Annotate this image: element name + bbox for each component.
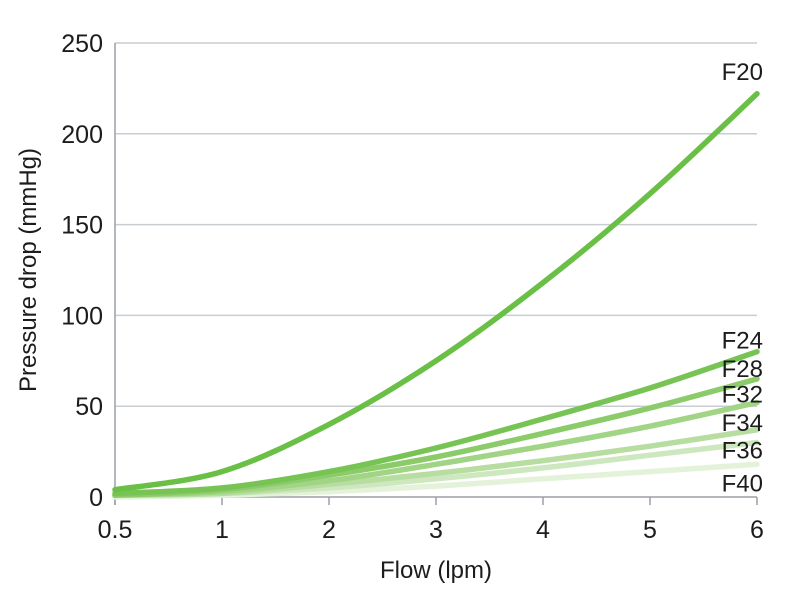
x-tick-label: 1 bbox=[215, 516, 229, 544]
series-label-F28: F28 bbox=[722, 356, 763, 383]
y-tick-label: 0 bbox=[89, 484, 103, 512]
x-tick-label: 3 bbox=[429, 516, 443, 544]
y-axis-title: Pressure drop (mmHg) bbox=[15, 148, 42, 392]
x-tick-label: 5 bbox=[643, 516, 657, 544]
x-axis-title: Flow (lpm) bbox=[380, 557, 492, 584]
y-tick-label: 50 bbox=[75, 393, 103, 421]
x-tick-label: 2 bbox=[322, 516, 336, 544]
y-tick-label: 100 bbox=[61, 302, 103, 330]
series-label-F36: F36 bbox=[722, 438, 763, 465]
series-label-F24: F24 bbox=[722, 328, 763, 355]
series-label-F32: F32 bbox=[722, 382, 763, 409]
x-tick-label: 0.5 bbox=[98, 516, 133, 544]
series-label-F40: F40 bbox=[722, 470, 763, 497]
series-label-F34: F34 bbox=[722, 410, 763, 437]
x-tick-label: 4 bbox=[536, 516, 550, 544]
y-tick-label: 150 bbox=[61, 212, 103, 240]
x-tick-label: 6 bbox=[750, 516, 764, 544]
series-label-F20: F20 bbox=[722, 59, 763, 86]
y-tick-label: 200 bbox=[61, 121, 103, 149]
y-tick-label: 250 bbox=[61, 30, 103, 58]
series-line-F24 bbox=[112, 348, 760, 497]
series-line-F20 bbox=[112, 91, 760, 493]
